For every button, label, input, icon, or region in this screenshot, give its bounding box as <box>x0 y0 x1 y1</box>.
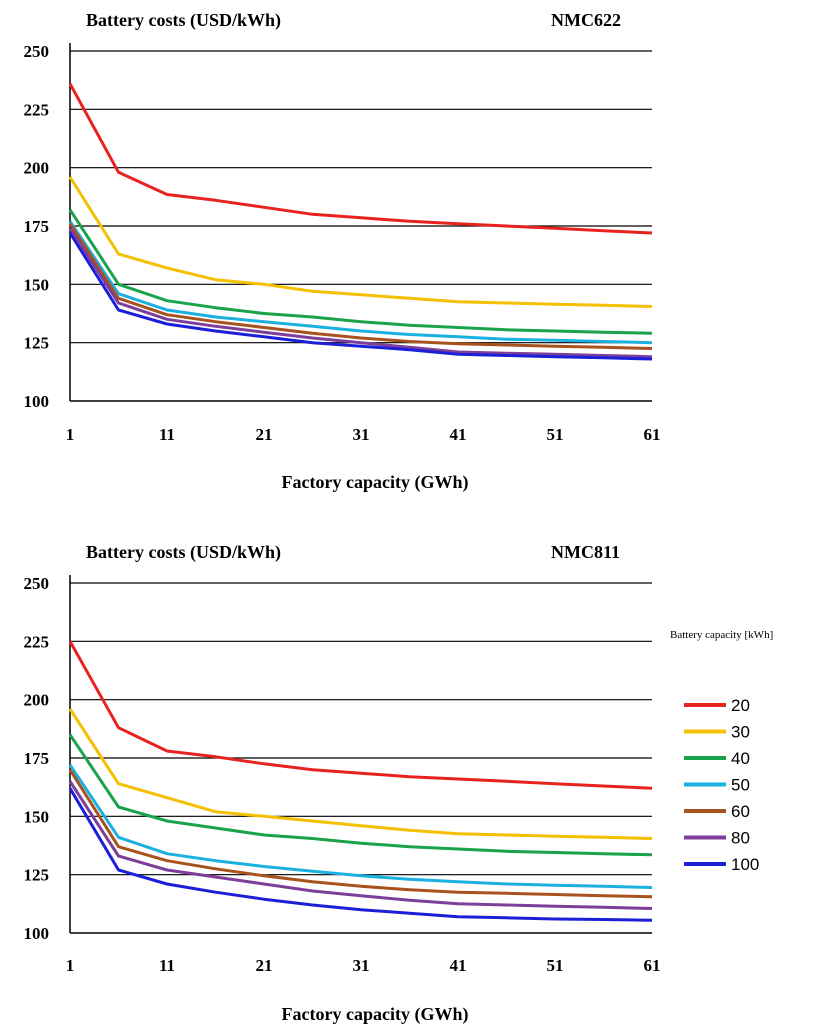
y-tick-label: 175 <box>24 749 50 768</box>
x-tick-label: 11 <box>159 956 175 975</box>
legend: Battery capacity [kWh] 20 30 40 50 60 80 100 <box>670 629 773 874</box>
y-tick-label: 225 <box>24 632 50 651</box>
y-tick-label: 100 <box>24 392 50 411</box>
legend-label: 100 <box>731 855 759 874</box>
chart-nmc811: Battery costs (USD/kWh) NMC811 100 125 150 17… <box>24 542 661 1025</box>
y-tick-label: 250 <box>24 574 50 593</box>
x-tick-label: 31 <box>353 425 370 444</box>
legend-label: 50 <box>731 776 750 795</box>
chart-title: Battery costs (USD/kWh) <box>86 10 281 31</box>
x-tick-label: 21 <box>256 425 273 444</box>
x-tick-label: 1 <box>66 956 75 975</box>
x-tick-label: 61 <box>644 956 661 975</box>
x-axis-label: Factory capacity (GWh) <box>282 1004 469 1025</box>
chart-subtitle: NMC622 <box>551 10 621 30</box>
y-tick-label: 150 <box>24 807 50 826</box>
x-tick-label: 41 <box>450 956 467 975</box>
x-tick-label: 61 <box>644 425 661 444</box>
legend-label: 40 <box>731 749 750 768</box>
series-line-40 <box>68 733 653 857</box>
y-tick-label: 100 <box>24 924 50 943</box>
x-tick-label: 41 <box>450 425 467 444</box>
series-line-40 <box>68 208 653 335</box>
series-line-80 <box>68 780 653 910</box>
y-tick-label: 200 <box>24 159 50 178</box>
series-line-60 <box>68 222 653 350</box>
legend-label: 60 <box>731 802 750 821</box>
y-tick-label: 200 <box>24 691 50 710</box>
legend-label: 80 <box>731 829 750 848</box>
series-line-100 <box>68 787 653 922</box>
chart-subtitle: NMC811 <box>551 542 620 562</box>
x-tick-label: 31 <box>353 956 370 975</box>
y-tick-label: 150 <box>24 275 50 294</box>
series-line-100 <box>68 232 653 361</box>
legend-label: 20 <box>731 696 750 715</box>
x-tick-label: 1 <box>66 425 75 444</box>
y-tick-label: 125 <box>24 866 50 885</box>
series-line-50 <box>68 220 653 345</box>
x-axis-label: Factory capacity (GWh) <box>282 472 469 493</box>
series-line-30 <box>68 708 653 840</box>
y-tick-label: 225 <box>24 100 50 119</box>
legend-items: 20 30 40 50 60 80 100 <box>684 696 759 874</box>
series-line-80 <box>68 227 653 359</box>
series-line-20 <box>68 82 653 235</box>
series-line-60 <box>68 768 653 899</box>
x-tick-label: 51 <box>547 956 564 975</box>
x-tick-label: 51 <box>547 425 564 444</box>
chart-nmc622: Battery costs (USD/kWh) NMC622 100 125 150 17… <box>24 10 661 493</box>
series-line-20 <box>68 640 653 790</box>
y-tick-label: 175 <box>24 217 50 236</box>
x-tick-label: 21 <box>256 956 273 975</box>
series-line-50 <box>68 764 653 889</box>
chart-title: Battery costs (USD/kWh) <box>86 542 281 563</box>
legend-title: Battery capacity [kWh] <box>670 629 773 641</box>
y-tick-label: 125 <box>24 334 50 353</box>
series-line-30 <box>68 176 653 308</box>
y-tick-label: 250 <box>24 42 50 61</box>
legend-label: 30 <box>731 723 750 742</box>
x-tick-label: 11 <box>159 425 175 444</box>
